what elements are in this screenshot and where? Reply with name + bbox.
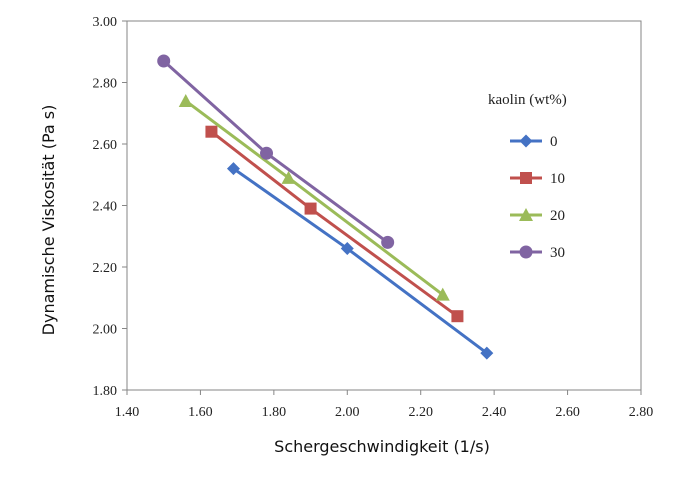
data-point-square <box>451 310 464 323</box>
series-line <box>162 59 389 244</box>
series-line <box>184 99 444 296</box>
x-tick-label: 1.60 <box>188 405 213 420</box>
y-axis-title: Dynamische Viskosität (Pa s) <box>39 105 58 336</box>
data-point-triangle <box>178 93 193 107</box>
data-point-diamond <box>340 242 354 256</box>
x-tick-label: 2.60 <box>555 405 580 420</box>
series-20 <box>178 93 450 301</box>
legend-label: 30 <box>550 245 565 261</box>
data-point-square <box>304 202 317 215</box>
data-point-circle <box>157 54 171 68</box>
legend-entry: 20 <box>510 208 565 224</box>
legend-marker-circle <box>519 245 533 259</box>
series-10 <box>205 125 464 323</box>
y-tick-label: 2.00 <box>93 323 118 338</box>
x-tick-labels: 1.40 1.60 1.80 2.00 2.20 2.40 2.60 2.80 <box>115 390 654 420</box>
plot-frame <box>126 20 642 391</box>
series-line <box>232 167 488 355</box>
series-0 <box>226 162 494 360</box>
series-line <box>210 130 459 318</box>
data-point-square <box>205 125 218 138</box>
x-tick-label: 1.40 <box>115 405 140 420</box>
legend-label: 20 <box>550 208 565 224</box>
y-tick-label: 3.00 <box>93 15 118 30</box>
x-tick-label: 2.00 <box>335 405 360 420</box>
y-tick-label: 2.40 <box>93 200 118 215</box>
legend-marker-diamond <box>519 134 533 148</box>
legend-marker-triangle <box>519 208 533 221</box>
x-tick-label: 2.20 <box>408 405 433 420</box>
data-point-triangle <box>281 170 296 184</box>
x-tick-label: 2.80 <box>629 405 654 420</box>
y-tick-label: 2.20 <box>93 261 118 276</box>
axes <box>126 20 642 391</box>
legend-title: kaolin (wt%) <box>488 92 567 108</box>
legend-label: 0 <box>550 134 558 150</box>
legend-label: 10 <box>550 171 565 187</box>
data-point-circle <box>381 235 395 249</box>
legend-entry: 0 <box>510 134 558 150</box>
x-tick-label: 2.40 <box>482 405 507 420</box>
legend-entry: 10 <box>510 171 565 187</box>
legend: kaolin (wt%) 0 10 20 30 <box>488 92 567 261</box>
y-tick-labels: 1.80 2.00 2.20 2.40 2.60 2.80 3.00 <box>93 15 127 399</box>
series-group <box>157 54 494 360</box>
data-point-diamond <box>226 162 240 176</box>
y-tick-label: 2.60 <box>93 138 118 153</box>
x-axis-title: Schergeschwindigkeit (1/s) <box>274 437 490 456</box>
y-tick-label: 1.80 <box>93 384 118 399</box>
x-tick-label: 1.80 <box>262 405 287 420</box>
data-point-circle <box>260 146 274 160</box>
data-point-triangle <box>435 287 450 301</box>
legend-marker-square <box>520 172 532 184</box>
y-tick-label: 2.80 <box>93 77 118 92</box>
data-point-diamond <box>480 346 494 360</box>
legend-entry: 30 <box>510 245 565 261</box>
series-30 <box>157 54 395 249</box>
